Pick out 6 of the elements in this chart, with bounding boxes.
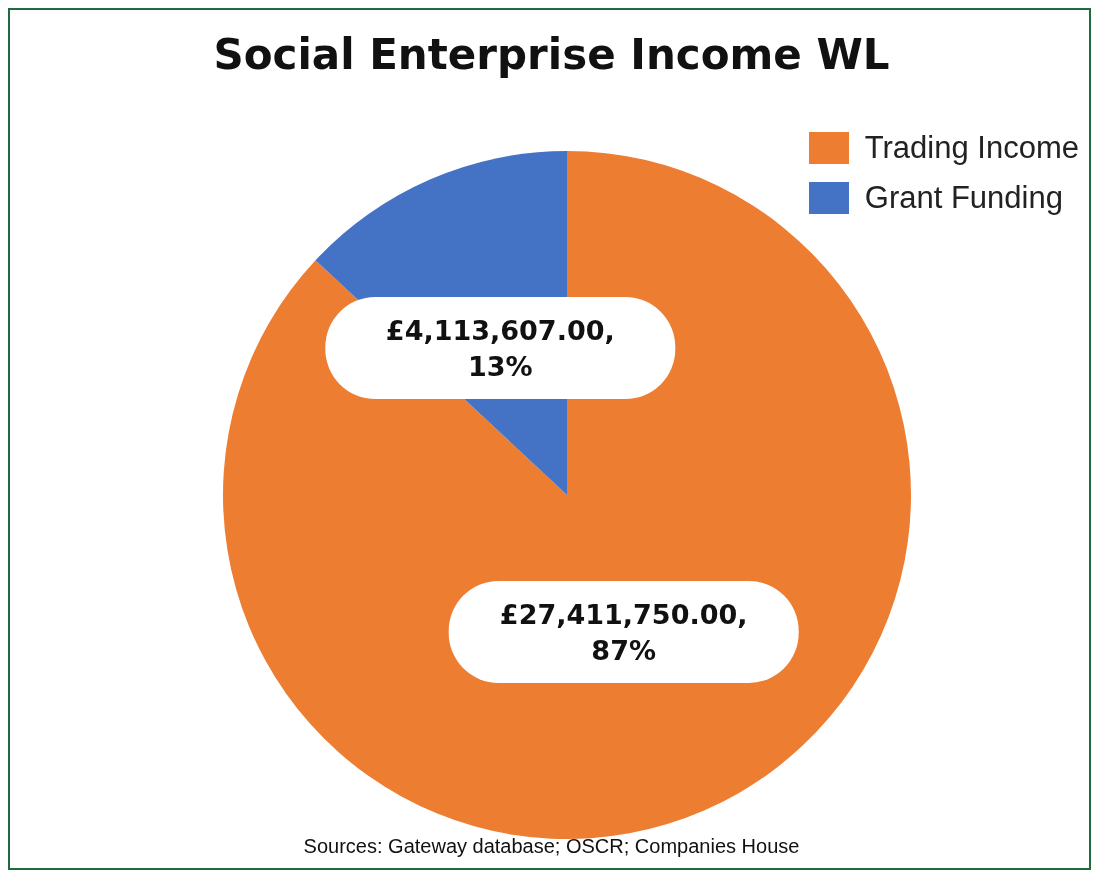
legend-label: Trading Income (864, 130, 1079, 166)
data-label: £4,113,607.00, 13% (385, 315, 615, 383)
data-label: £27,411,750.00, 87% (499, 598, 748, 666)
legend-label: Grant Funding (864, 180, 1063, 216)
source-note: Sources: Gateway database; OSCR; Companies House (302, 835, 801, 858)
chart-title: Social Enterprise Income WL (212, 30, 891, 79)
